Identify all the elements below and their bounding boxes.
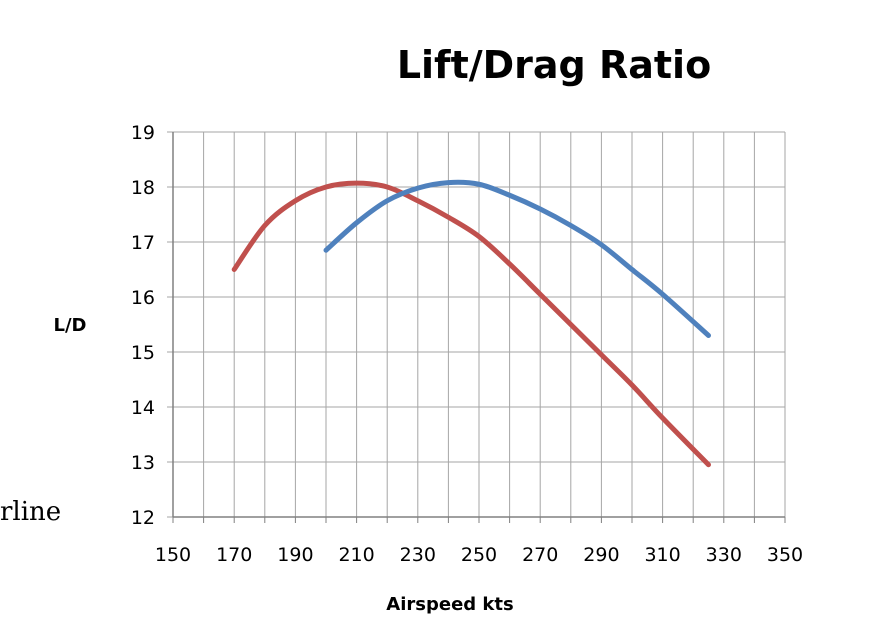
- y-tick-label: 19: [131, 122, 155, 144]
- x-tick-label: 350: [767, 544, 803, 566]
- x-tick-label: 330: [706, 544, 742, 566]
- x-tick-label: 230: [400, 544, 436, 566]
- x-tick-label: 290: [583, 544, 619, 566]
- series-line-2: [323, 179, 711, 338]
- series-line-1: [231, 180, 711, 468]
- x-tick-label: 210: [338, 544, 374, 566]
- x-tick-label: 250: [461, 544, 497, 566]
- grid-lines: [167, 131, 786, 523]
- chart-title: Lift/Drag Ratio: [397, 43, 711, 87]
- x-tick-labels: 150 170 190 210 230 250 270 290 310 330 350: [155, 544, 803, 566]
- y-tick-labels: 12 13 14 15 16 17 18 19: [131, 122, 155, 529]
- y-tick-label: 14: [131, 397, 155, 419]
- x-tick-label: 170: [216, 544, 252, 566]
- y-tick-label: 13: [131, 452, 155, 474]
- clipped-side-text: rline: [0, 497, 62, 527]
- y-tick-label: 12: [131, 507, 155, 529]
- y-tick-label: 18: [131, 177, 155, 199]
- y-axis-label: L/D: [54, 315, 87, 336]
- y-tick-label: 16: [131, 287, 155, 309]
- y-tick-label: 17: [131, 232, 155, 254]
- x-tick-label: 190: [277, 544, 313, 566]
- x-axis-label: Airspeed kts: [386, 594, 513, 615]
- series-lines: [231, 179, 711, 468]
- x-tick-label: 150: [155, 544, 191, 566]
- x-tick-label: 310: [644, 544, 680, 566]
- y-tick-label: 15: [131, 342, 155, 364]
- x-tick-label: 270: [522, 544, 558, 566]
